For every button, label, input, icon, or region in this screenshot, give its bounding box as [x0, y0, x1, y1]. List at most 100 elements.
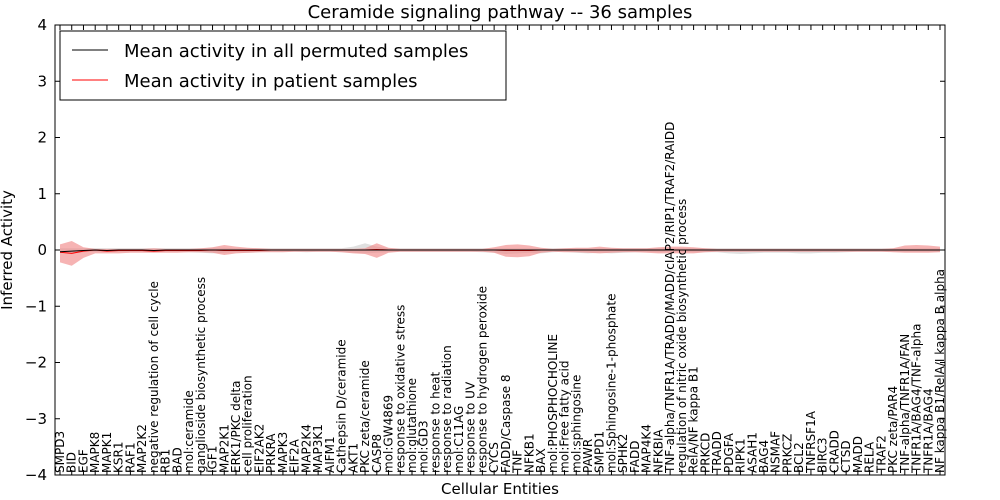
x-tick-label: BCL2: [792, 442, 806, 473]
x-tick-label: CRADD: [827, 430, 841, 473]
x-tick-label: TRAF2: [874, 435, 888, 474]
x-tick-label: IGF1: [206, 446, 220, 473]
y-tick-label: 4: [37, 16, 47, 34]
x-tick-label: MAP2K4: [299, 424, 313, 473]
x-tick-label: MAPK8: [88, 432, 102, 473]
legend-box: [59, 30, 507, 101]
x-tick-label: PRKRA: [264, 433, 278, 473]
x-tick-label: FADD: [628, 441, 642, 474]
y-tick-label: −1: [25, 297, 47, 315]
x-tick-label: RAF1: [123, 442, 137, 473]
y-axis-label: Inferred Activity: [0, 190, 16, 310]
legend: Mean activity in all permuted samples Me…: [59, 30, 507, 101]
x-tick-label: SMPD3: [53, 431, 67, 473]
x-tick-label: mol:GW4869: [382, 395, 396, 473]
x-tick-label: response to radiation: [440, 345, 454, 473]
x-tick-label: negative regulation of cell cycle: [147, 281, 161, 473]
x-tick-label: EIF2AK2: [252, 424, 266, 473]
x-tick-label: RB1: [159, 449, 173, 473]
x-tick-label: PRKCD: [698, 433, 712, 473]
x-tick-label: SMPD1: [593, 431, 607, 473]
y-tick-label: 1: [37, 185, 47, 203]
x-tick-label: Cathepsin D/ceramide: [335, 339, 349, 473]
x-tick-label: mol:Free fatty acid: [558, 361, 572, 474]
x-tick-label: TNF-alpha/TNFR1A/FAN: [898, 334, 912, 474]
x-tick-label: BAD: [170, 447, 184, 473]
x-tick-label: ganglioside biosynthetic process: [194, 277, 208, 473]
x-tick-label: AKT1: [346, 443, 360, 473]
confidence-bands: [60, 241, 940, 266]
x-tick-label: mol:ceramide: [182, 390, 196, 473]
x-tick-label: TNFR1A/BAG4: [921, 388, 935, 474]
x-tick-label: MAP2K1: [217, 424, 231, 473]
permuted-mean-line: [59, 249, 940, 253]
y-tick-label: 0: [37, 241, 47, 259]
x-tick-label: mol:C11AG: [452, 406, 466, 473]
x-tick-label: mol:Sphingosine-1-phosphate: [604, 294, 618, 474]
x-axis-label: Cellular Entities: [441, 480, 559, 498]
x-tick-label: KSR1: [112, 442, 126, 473]
x-tick-label: EGF: [76, 449, 90, 473]
x-tick-label: MAP2K2: [135, 424, 149, 473]
x-tick-label: ERK1/PKC delta: [229, 380, 243, 473]
x-tick-label: TNF: [511, 450, 525, 474]
x-tick-label: BAG4: [757, 440, 771, 473]
x-tick-label: EIF2A: [288, 438, 302, 473]
x-tick-label: response to UV: [464, 381, 478, 473]
x-tick-label: regulation of nitric oxide biosynthetic …: [675, 199, 689, 473]
x-tick-label: NSMAF: [769, 431, 783, 473]
x-tick-label: MAP3K1: [311, 424, 325, 473]
x-tick-label: AIFM1: [323, 436, 337, 473]
x-tick-label: CYCS: [487, 442, 501, 473]
x-tick-label: RELA: [863, 441, 877, 473]
y-tick-label: −4: [25, 466, 47, 484]
x-tick-label: BIRC3: [816, 437, 830, 473]
x-tick-label: BAX: [534, 448, 548, 473]
x-tick-label: CASP8: [370, 434, 384, 473]
legend-label-permuted: Mean activity in all permuted samples: [124, 41, 468, 62]
x-tick-label: PKC zeta/PAR4: [886, 386, 900, 473]
x-tick-label: response to heat: [428, 371, 442, 473]
x-tick-label: MAPK3: [276, 432, 290, 473]
x-tick-label: NFKB1: [522, 433, 536, 473]
x-tick-label: NFKBIA: [651, 428, 665, 473]
x-tick-label: response to hydrogen peroxide: [475, 286, 489, 473]
x-tick-label: MAP4K4: [640, 424, 654, 473]
x-tick-label: CTSD: [839, 440, 853, 473]
x-tick-label: MADD: [851, 436, 865, 473]
x-tick-label: mol:glutathione: [405, 378, 419, 473]
x-axis-tick-labels: SMPD3BIDEGFMAPK8MAPK1KSR1RAF1MAP2K2negat…: [53, 122, 947, 474]
x-tick-label: cell proliferation: [241, 375, 255, 473]
x-tick-label: TRADD: [710, 431, 724, 474]
x-tick-label: PAWR: [581, 439, 595, 473]
series-lines: [59, 248, 940, 254]
x-tick-label: BID: [65, 452, 79, 473]
y-tick-label: −2: [25, 354, 47, 372]
x-tick-label: FADD/Caspase 8: [499, 374, 513, 473]
y-tick-label: 2: [37, 129, 47, 147]
x-tick-label: RIPK1: [734, 438, 748, 473]
x-tick-label: TNF-alpha/TNFR1A/TRADD/MADD/cIAP2/RIP1/T…: [663, 122, 677, 474]
x-tick-label: RelA/NF kappa B1: [687, 366, 701, 473]
x-tick-label: PDGFA: [722, 432, 736, 473]
plot-frame: [54, 24, 946, 476]
legend-label-patient: Mean activity in patient samples: [124, 71, 418, 92]
x-tick-label: TNFRSF1A: [804, 410, 818, 474]
x-axis-ticks: [59, 25, 941, 475]
y-tick-label: 3: [37, 72, 47, 90]
x-tick-label: mol:sphingosine: [569, 375, 583, 473]
x-tick-label: response to oxidative stress: [393, 305, 407, 473]
x-tick-label: PRKCZ: [780, 434, 794, 473]
x-tick-label: mol:GD3: [417, 420, 431, 473]
x-tick-label: TNFR1A/BAG4/TNF-alpha: [910, 324, 924, 474]
x-tick-label: MAPK1: [100, 432, 114, 473]
x-tick-label: NF kappa B1/RelA/I kappa B alpha: [933, 269, 947, 473]
patient-band: [60, 241, 940, 266]
y-tick-label: −3: [25, 410, 47, 428]
x-tick-label: ASAH1: [745, 432, 759, 473]
y-axis-ticks: −4 −3 −2 −1 0 1 2 3 4: [25, 16, 945, 484]
x-tick-label: SPHK2: [616, 434, 630, 473]
x-tick-label: PKC zeta/ceramide: [358, 360, 372, 473]
x-tick-label: mol:PHOSPHOCHOLINE: [546, 334, 560, 473]
